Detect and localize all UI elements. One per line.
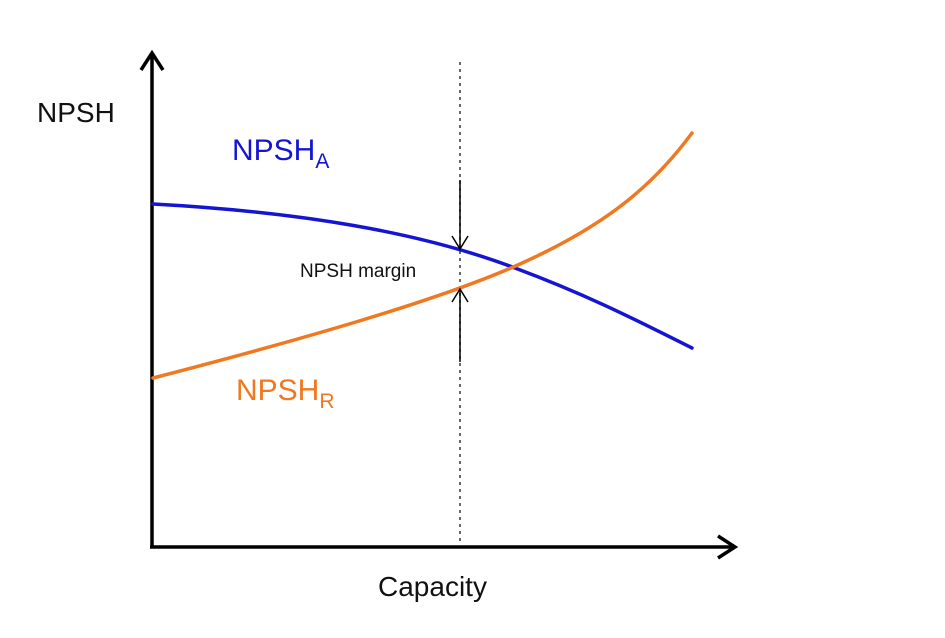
y-axis-arrowhead bbox=[139, 49, 165, 71]
npsh-available-label-main: NPSH bbox=[232, 134, 315, 167]
x-axis-label: Capacity bbox=[378, 571, 487, 602]
npsh-available-curve bbox=[151, 202, 694, 350]
npsh-available-label-sub: A bbox=[315, 150, 329, 173]
npsh-margin-label: NPSH margin bbox=[300, 261, 416, 282]
x-axis-arrowhead bbox=[717, 534, 739, 560]
margin-arrow-down-head bbox=[451, 235, 469, 251]
y-axis-label: NPSH bbox=[37, 97, 115, 128]
npsh-required-label-main: NPSH bbox=[236, 374, 319, 407]
margin-arrow-up-head bbox=[451, 287, 469, 303]
npsh-required-label: NPSHR bbox=[236, 374, 335, 413]
npsh-required-curve bbox=[151, 131, 694, 380]
npsh-required-label-sub: R bbox=[319, 390, 334, 413]
npsh-available-label: NPSHA bbox=[232, 134, 329, 173]
